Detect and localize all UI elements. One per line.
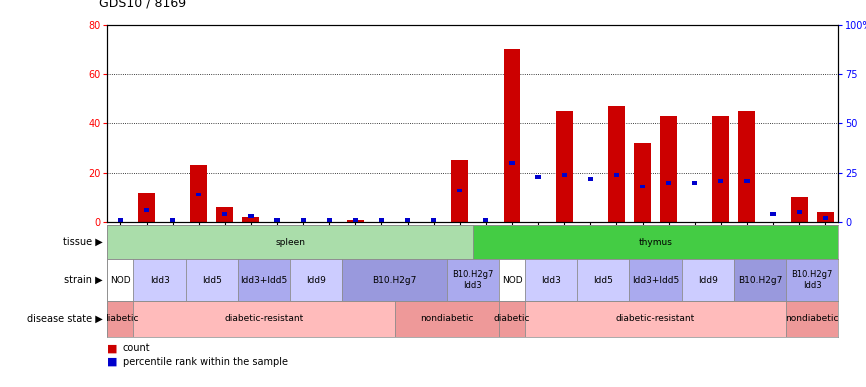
Bar <box>378 218 385 222</box>
Bar <box>682 259 734 301</box>
Bar <box>191 165 207 222</box>
Bar <box>451 161 469 222</box>
Bar <box>744 179 750 183</box>
Bar <box>608 106 625 222</box>
Bar <box>483 218 488 222</box>
Text: Idd3: Idd3 <box>150 276 170 285</box>
Bar <box>107 301 133 337</box>
Text: GDS10 / 8169: GDS10 / 8169 <box>99 0 186 9</box>
Bar <box>352 218 358 222</box>
Bar <box>301 218 306 222</box>
Bar <box>196 193 202 196</box>
Bar <box>556 111 572 222</box>
Text: nondiabetic: nondiabetic <box>420 314 474 324</box>
Bar <box>499 259 525 301</box>
Bar <box>133 301 395 337</box>
Bar <box>634 143 651 222</box>
Bar <box>718 179 723 183</box>
Bar <box>561 173 567 176</box>
Bar <box>238 259 290 301</box>
Text: Idd9: Idd9 <box>698 276 718 285</box>
Bar <box>242 217 260 222</box>
Bar <box>347 220 364 222</box>
Bar <box>791 197 808 222</box>
Text: diabetic: diabetic <box>494 314 530 324</box>
Bar <box>640 185 645 188</box>
Bar <box>326 218 332 222</box>
Bar <box>275 218 280 222</box>
Bar <box>660 116 677 222</box>
Bar <box>614 173 619 176</box>
Bar <box>588 177 593 181</box>
Bar <box>713 116 729 222</box>
Bar <box>771 212 776 216</box>
Bar <box>342 259 447 301</box>
Bar <box>503 50 520 222</box>
Text: B10.H2g7
Idd3: B10.H2g7 Idd3 <box>452 271 494 290</box>
Bar <box>405 218 410 222</box>
Text: count: count <box>123 343 151 353</box>
Bar <box>823 216 828 220</box>
Bar <box>170 218 175 222</box>
Bar <box>216 207 233 222</box>
Bar <box>118 218 123 222</box>
Text: spleen: spleen <box>275 238 305 247</box>
Bar <box>817 212 834 222</box>
Bar <box>107 225 473 259</box>
Bar <box>395 301 499 337</box>
Bar <box>525 301 786 337</box>
Bar <box>107 259 133 301</box>
Bar <box>144 209 149 212</box>
Bar <box>457 189 462 192</box>
Bar <box>786 259 838 301</box>
Bar <box>535 175 540 178</box>
Text: disease state ▶: disease state ▶ <box>28 314 103 324</box>
Bar <box>473 225 838 259</box>
Text: NOD: NOD <box>110 276 131 285</box>
Bar <box>133 259 185 301</box>
Text: diabetic: diabetic <box>102 314 139 324</box>
Text: Idd9: Idd9 <box>307 276 326 285</box>
Bar <box>290 259 342 301</box>
Text: Idd5: Idd5 <box>593 276 613 285</box>
Bar <box>499 301 525 337</box>
Bar <box>734 259 786 301</box>
Text: tissue ▶: tissue ▶ <box>63 237 103 247</box>
Bar <box>185 259 238 301</box>
Text: nondiabetic: nondiabetic <box>785 314 839 324</box>
Text: B10.H2g7: B10.H2g7 <box>372 276 417 285</box>
Text: ■: ■ <box>107 343 118 353</box>
Bar <box>786 301 838 337</box>
Bar <box>739 111 755 222</box>
Bar <box>578 259 630 301</box>
Text: Idd5: Idd5 <box>202 276 222 285</box>
Bar <box>630 259 682 301</box>
Text: B10.H2g7
Idd3: B10.H2g7 Idd3 <box>792 271 833 290</box>
Bar <box>138 192 155 222</box>
Bar <box>692 181 697 185</box>
Text: ■: ■ <box>107 357 118 367</box>
Text: NOD: NOD <box>501 276 522 285</box>
Bar <box>666 181 671 185</box>
Bar <box>509 161 514 165</box>
Text: diabetic-resistant: diabetic-resistant <box>224 314 304 324</box>
Bar <box>525 259 578 301</box>
Bar <box>447 259 499 301</box>
Text: strain ▶: strain ▶ <box>64 275 103 285</box>
Text: Idd3+Idd5: Idd3+Idd5 <box>241 276 288 285</box>
Text: diabetic-resistant: diabetic-resistant <box>616 314 695 324</box>
Bar <box>249 214 254 218</box>
Text: B10.H2g7: B10.H2g7 <box>738 276 782 285</box>
Bar <box>431 218 436 222</box>
Text: Idd3+Idd5: Idd3+Idd5 <box>632 276 679 285</box>
Text: Idd3: Idd3 <box>541 276 561 285</box>
Text: thymus: thymus <box>638 238 673 247</box>
Text: percentile rank within the sample: percentile rank within the sample <box>123 357 288 367</box>
Bar <box>223 212 228 216</box>
Bar <box>797 211 802 214</box>
